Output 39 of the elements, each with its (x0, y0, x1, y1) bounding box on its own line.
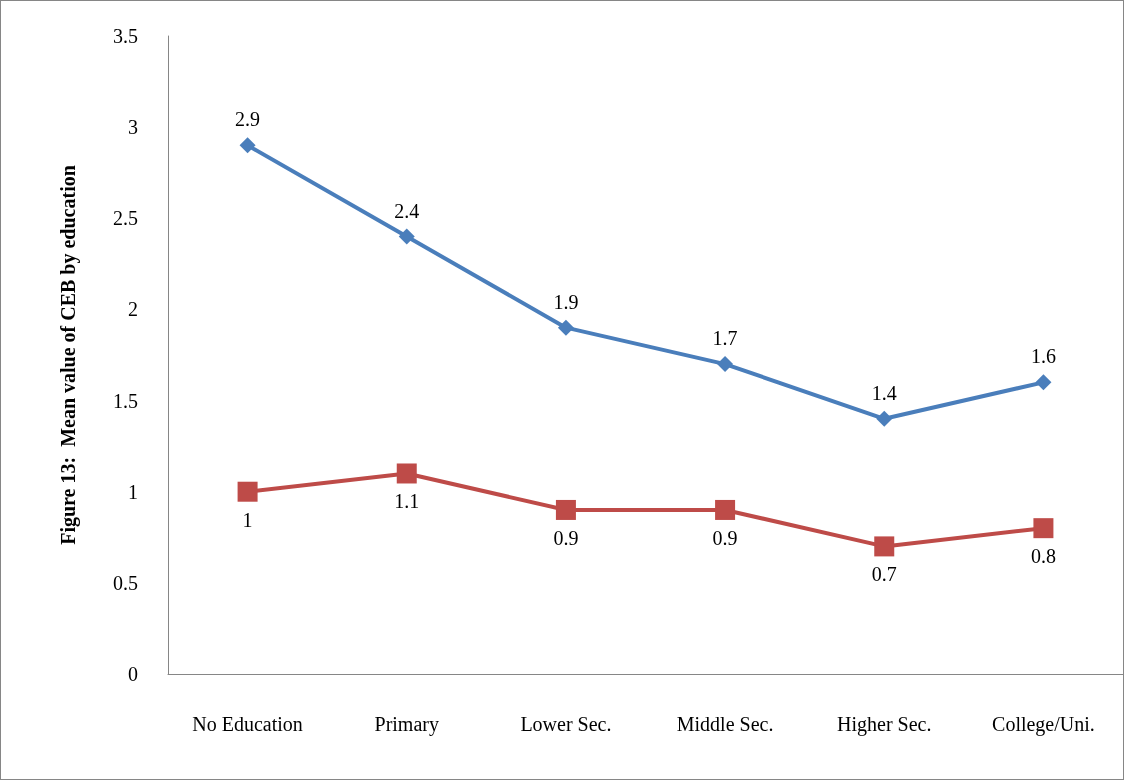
y-tick-label: 0 (128, 663, 138, 685)
data-label: 0.8 (1030, 545, 1056, 568)
y-tick-label: 1 (128, 480, 138, 503)
data-label: 1.6 (1030, 345, 1056, 368)
data-label: 0.7 (871, 563, 897, 586)
y-tick-label: 1.5 (113, 389, 138, 412)
x-tick-label: Higher Sec. (837, 713, 932, 736)
y-tick-label: 3.5 (113, 25, 138, 47)
data-label: 2.9 (235, 108, 261, 131)
data-label: 1.9 (553, 290, 579, 313)
data-label: 1.7 (712, 327, 738, 350)
point (557, 319, 574, 336)
y-tick-label: 2.5 (113, 207, 138, 230)
x-tick-label: No Education (192, 713, 303, 735)
point (717, 356, 734, 373)
point (237, 481, 258, 502)
data-label: 1.1 (394, 490, 420, 513)
point (555, 499, 576, 520)
point (239, 137, 256, 154)
data-label: 2.4 (394, 199, 420, 222)
x-tick-label: Lower Sec. (520, 713, 612, 735)
point (715, 499, 736, 520)
x-tick-label: College/Uni. (992, 713, 1095, 736)
y-tick-label: 0.5 (113, 571, 138, 594)
y-tick-label: 3 (128, 116, 138, 139)
data-label: 1.4 (871, 381, 897, 404)
point (1033, 518, 1054, 539)
data-label: 0.9 (712, 526, 738, 549)
point (398, 228, 415, 245)
y-axis-title: Figure 13: Mean value of CEB by education (57, 165, 80, 545)
x-tick-label: Primary (374, 713, 439, 736)
point (876, 410, 893, 427)
data-label: 0.9 (553, 526, 579, 549)
point (1035, 374, 1052, 391)
point (396, 463, 417, 484)
y-tick-label: 2 (128, 298, 138, 321)
data-label: 1 (242, 508, 253, 531)
point (874, 536, 895, 557)
x-tick-label: Middle Sec. (676, 713, 774, 735)
